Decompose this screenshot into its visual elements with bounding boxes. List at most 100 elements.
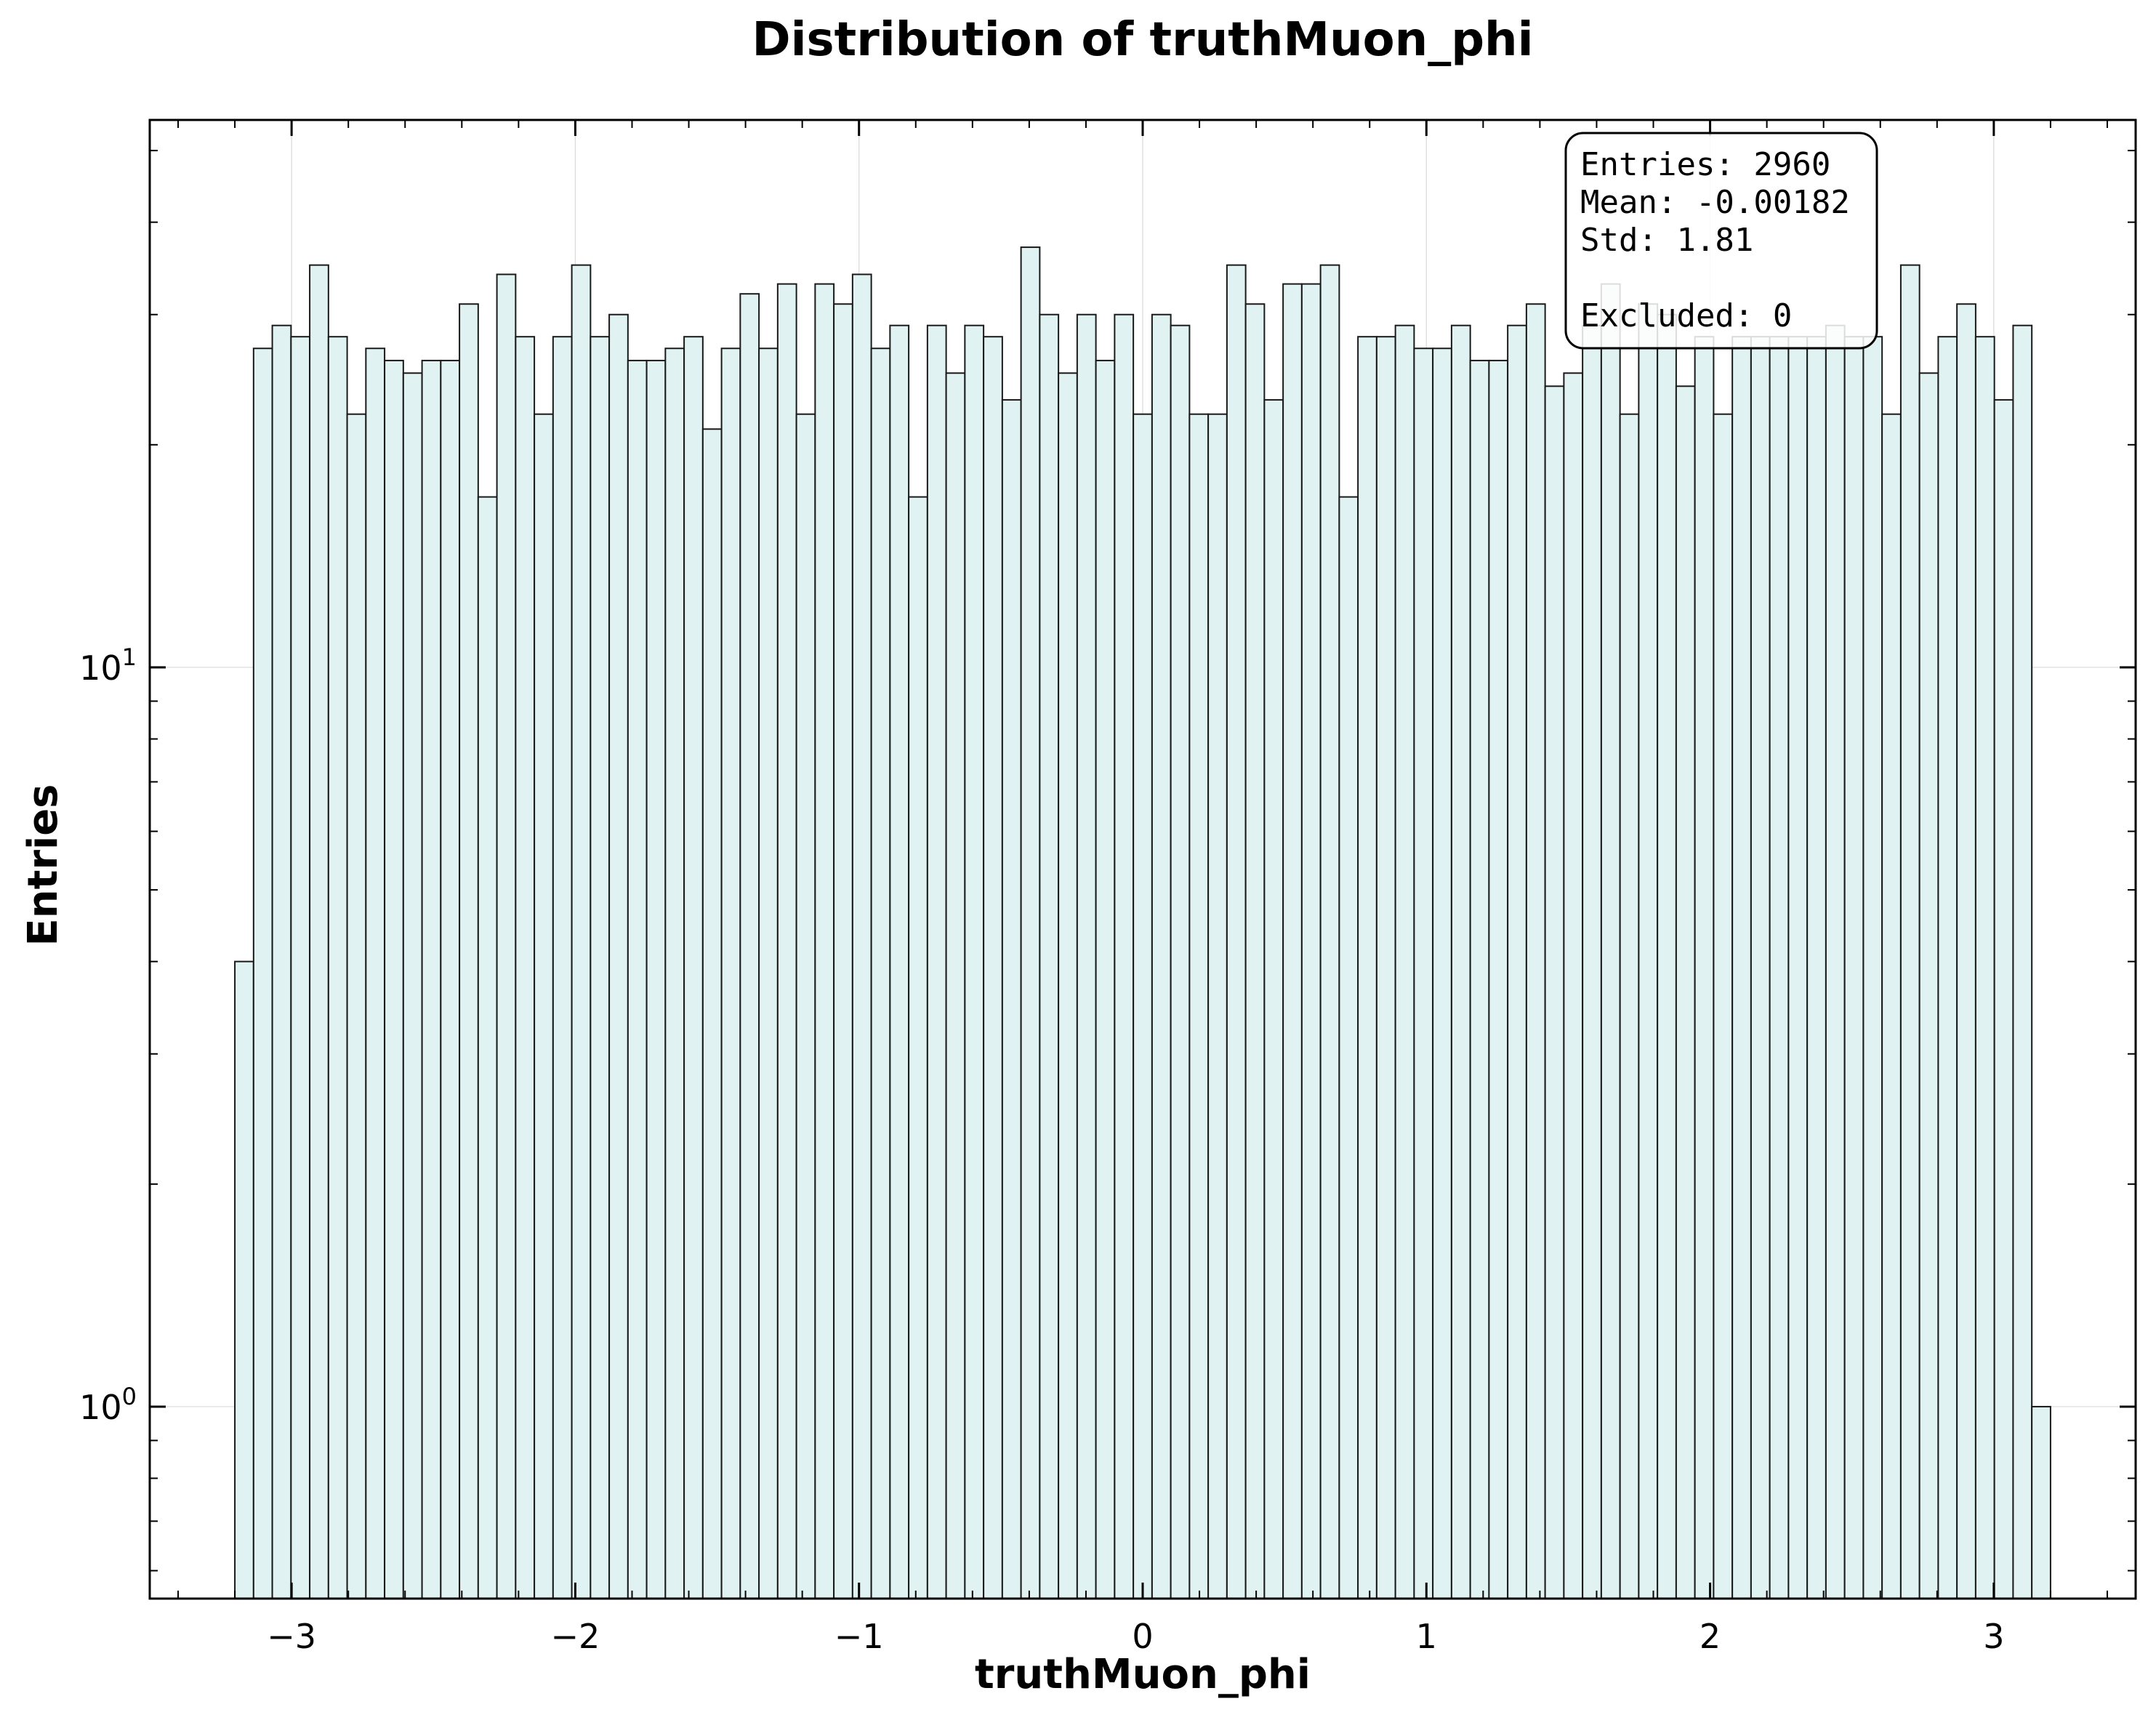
histogram-bar [552,336,573,1600]
histogram-bar [1974,336,1995,1600]
histogram-bar [1675,385,1696,1599]
histogram-bars [234,246,2051,1600]
histogram-bar [309,264,329,1599]
histogram-bar [814,283,835,1599]
histogram-bar [1918,372,1939,1599]
histogram-bar [701,428,723,1599]
histogram-bar [2031,1405,2051,1599]
y-tick-label: 101 [79,643,137,688]
histogram-bar [1413,347,1434,1599]
histogram-bar [1544,385,1565,1599]
histogram-bar [1300,283,1322,1599]
histogram-bar [1450,324,1471,1600]
histogram-bar [645,359,667,1599]
axis-ticks [150,120,2136,1599]
histogram-bar [1020,246,1041,1600]
x-tick-label: 3 [1983,1617,2004,1656]
histogram-bar [1357,336,1377,1600]
histogram-bar [1993,399,2014,1599]
histogram-bar [608,313,629,1599]
histogram-bar [889,324,910,1600]
histogram-bar [926,324,947,1600]
histogram-bar [346,413,367,1600]
histogram-bar [1319,264,1340,1599]
histogram-bar [1394,324,1415,1600]
histogram-bar [1507,324,1527,1600]
stats-std: Std: 1.81 [1580,222,1753,259]
x-tick-label: −2 [551,1617,600,1656]
x-tick-label: −3 [267,1617,316,1656]
x-tick-label: −1 [834,1617,884,1656]
histogram-bar [1226,264,1247,1599]
chart-title: Distribution of truthMuon_phi [752,13,1533,67]
stats-mean: Mean: -0.00182 [1580,184,1850,221]
histogram-bar [1638,303,1659,1599]
histogram-bar [440,359,461,1599]
stats-box: Entries: 2960 Mean: -0.00182 Std: 1.81 E… [1564,132,1878,350]
histogram-bar [683,336,704,1600]
histogram-bar [1956,303,1976,1599]
histogram-bar [1488,359,1509,1599]
stats-excluded: Excluded: 0 [1580,297,1792,334]
x-tick-label: 0 [1132,1617,1153,1656]
histogram-bar [1525,303,1546,1599]
histogram-bar [1843,336,1865,1600]
histogram-bar [1469,359,1490,1599]
plot-frame [148,118,2137,1600]
y-tick-label: 100 [79,1383,137,1427]
x-tick-labels: −3 −2 −1 0 1 2 3 [267,1617,2004,1656]
histogram-bar [1899,264,1920,1599]
histogram-bar [776,283,797,1599]
histogram-bar [1806,336,1827,1600]
histogram-bar [1937,336,1958,1600]
histogram-bar [2012,324,2033,1600]
stats-entries: Entries: 2960 [1580,146,1830,183]
histogram-bar [1375,336,1396,1600]
x-tick-label: 2 [1700,1617,1721,1656]
histogram-bar [1862,336,1883,1600]
histogram-bar [1787,336,1809,1600]
histogram-bar [1582,324,1602,1600]
histogram-bar [1058,372,1078,1599]
y-axis-label: Entries [20,784,67,946]
histogram-bar [1619,413,1640,1600]
histogram-bar [1825,324,1846,1600]
histogram-bar [1076,313,1097,1599]
histogram-bar [1244,303,1266,1599]
histogram-bar [1657,313,1677,1599]
histogram-bar [402,372,423,1599]
histogram-bar [1207,413,1228,1600]
histogram-bar [945,372,966,1599]
histogram-bar [1170,324,1191,1600]
histogram-bar [290,336,311,1600]
histogram-bar [234,960,254,1599]
histogram-bar [720,347,741,1599]
histogram-bar [1432,347,1452,1599]
histogram-bar [1188,413,1210,1600]
histogram-bar [1039,313,1060,1599]
histogram-bar [1133,413,1153,1600]
histogram-bar [1338,496,1359,1599]
histogram-bar [983,336,1003,1600]
histogram-bar [271,324,292,1600]
histogram-bar [964,324,985,1600]
histogram-bar [1095,359,1116,1599]
histogram-bar [365,347,386,1599]
histogram-bar [1263,399,1284,1599]
histogram-bar [1731,336,1752,1600]
histogram-bar [534,413,554,1600]
histogram-bar [1600,283,1621,1599]
histogram-bar [851,273,872,1599]
stats-box-frame [1564,132,1878,350]
histogram-bar [496,273,517,1599]
histogram-bar [1282,283,1303,1599]
histogram-bar [459,303,479,1599]
histogram-bar [327,336,348,1600]
histogram-bar [627,359,648,1599]
histogram-bar [1151,313,1172,1599]
histogram-bar [1881,413,1902,1600]
histogram-bar [1769,336,1790,1600]
histogram-bar [1114,313,1135,1599]
histogram-bar [590,336,611,1600]
